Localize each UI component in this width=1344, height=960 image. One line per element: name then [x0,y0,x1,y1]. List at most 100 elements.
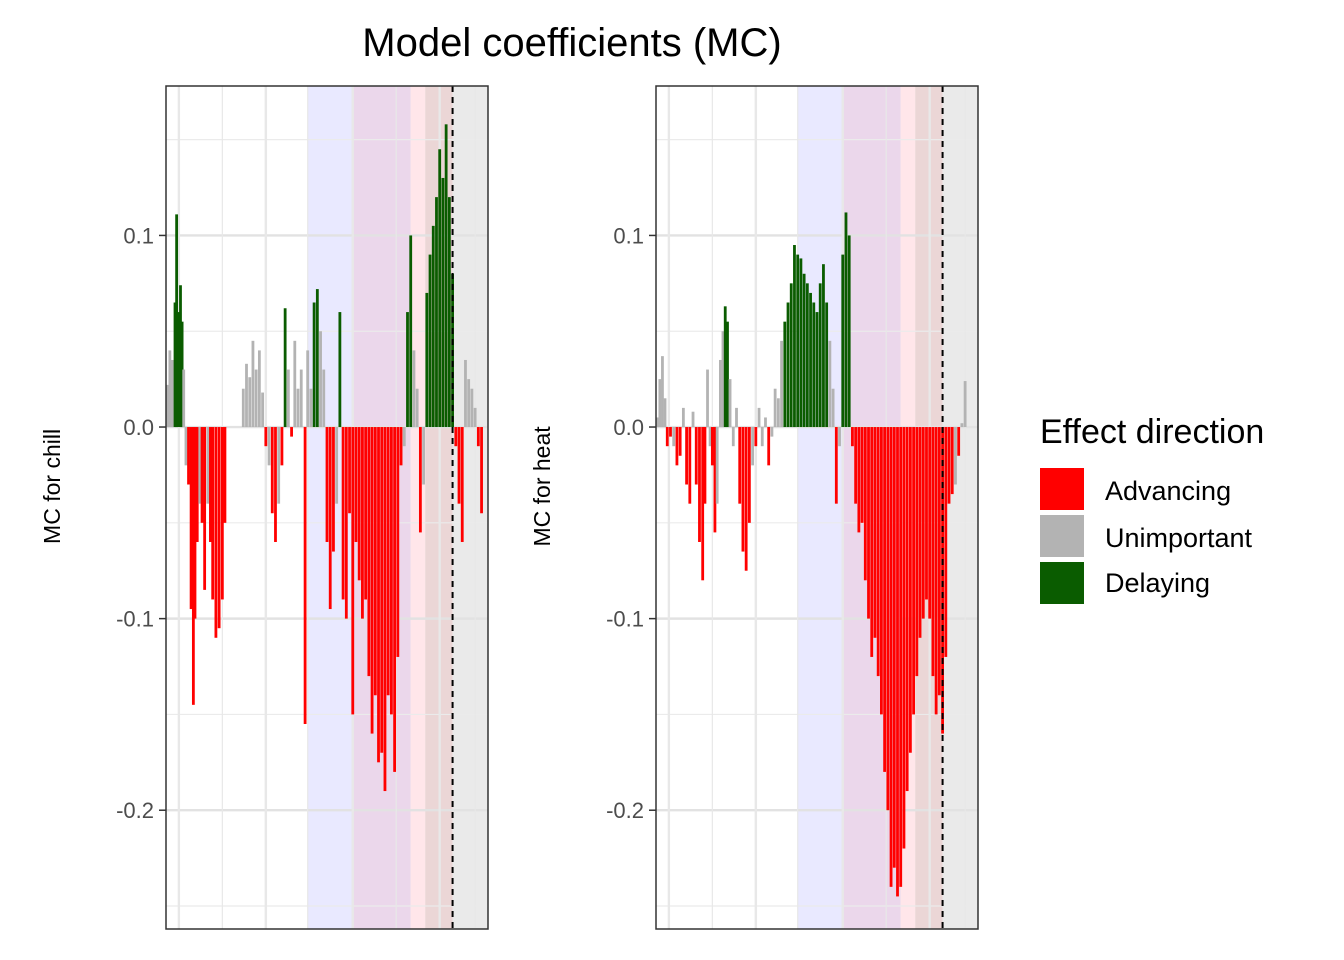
bar [851,427,854,447]
bar [688,427,692,504]
bar [274,427,277,542]
bar [786,302,790,428]
bar [309,388,313,428]
bar [286,369,290,428]
bar [701,427,705,581]
bar [283,308,287,428]
bar [396,427,400,657]
bar [672,427,676,447]
bar [203,427,207,590]
bar [409,235,413,428]
y-tick-label: -0.1 [116,607,154,632]
bar [270,427,274,514]
bar [341,427,345,600]
y-tick-label: 0.1 [613,223,644,248]
bar [886,427,890,811]
y-tick-label: 0.0 [123,415,154,440]
legend-label-unimportant: Unimportant [1105,523,1253,553]
y-tick-label: -0.2 [606,798,644,823]
bar [373,427,377,696]
bar [963,381,967,428]
bar [217,427,221,629]
bar [166,384,170,428]
bar [947,427,951,504]
bar [435,197,438,428]
bar [780,340,783,428]
bar [931,427,935,677]
bar [344,427,348,619]
bar [367,427,371,677]
bar [870,427,874,657]
bar [889,427,893,887]
bar [825,302,829,428]
bar [828,340,832,428]
bar [444,124,448,428]
bar [767,427,771,466]
bar [735,407,738,428]
bar [254,369,258,428]
bar [441,177,445,428]
bar [193,427,197,619]
legend: Effect direction Advancing Unimportant D… [1040,413,1264,604]
bar [383,427,387,792]
bar [681,407,685,428]
y-tick-label: 0.0 [613,415,644,440]
panel-border [655,85,979,930]
bar [805,283,809,428]
bar [656,417,660,428]
bar [399,427,403,466]
bar [921,427,925,619]
bar [418,427,422,533]
bar [377,427,380,763]
bar [873,427,877,638]
bar [844,212,848,428]
bar [838,427,841,447]
bar [741,427,745,552]
bar [370,427,374,734]
bar [941,427,944,734]
bar [847,235,851,428]
bar [335,427,339,504]
bar [957,427,961,456]
bar [841,254,845,428]
bar [454,427,458,447]
bar [925,427,928,600]
bar [731,427,735,447]
bar [380,427,384,753]
bar [480,427,483,514]
bar [857,427,861,533]
bar [757,407,761,428]
bar [918,427,922,638]
bar [277,427,281,504]
bar [361,427,364,619]
bar [708,427,712,447]
bar [464,359,467,428]
bar [406,312,409,428]
bar [415,388,419,428]
bar [831,388,835,428]
bar [438,149,442,428]
bar [306,350,310,428]
bar [928,427,932,619]
bar [425,292,429,428]
bar [328,427,332,610]
bar [220,427,224,600]
bar [665,427,669,447]
bar [863,427,867,581]
legend-swatch-delaying [1040,562,1084,604]
bar [175,214,179,428]
bar [691,411,695,428]
bar [698,427,701,542]
bar [789,283,793,428]
bar [815,312,819,428]
bar [944,427,948,657]
bar [473,407,477,428]
bar [200,427,204,523]
bar [171,359,174,428]
bar [860,427,864,523]
bar [191,427,195,705]
bar [386,427,390,696]
bar [950,427,954,495]
bar [428,254,432,428]
panel-heat: 0.1 0.0 -0.1 -0.2 MC for heat [529,85,979,930]
